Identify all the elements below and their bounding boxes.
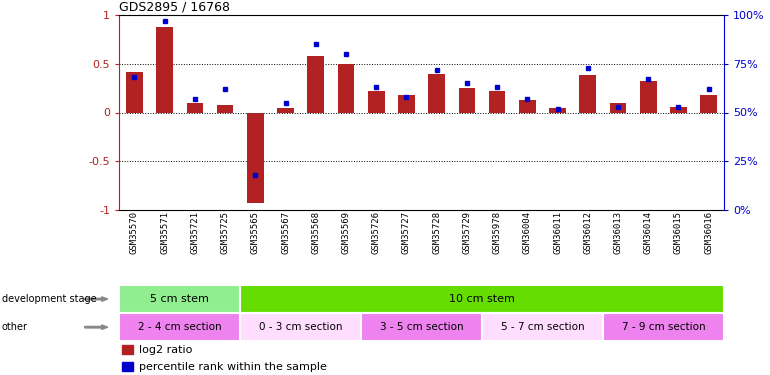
Text: development stage: development stage: [2, 294, 96, 304]
Bar: [640, 81, 657, 112]
Text: 5 cm stem: 5 cm stem: [150, 294, 209, 304]
Bar: [701, 95, 717, 112]
Bar: [670, 106, 687, 112]
Text: 10 cm stem: 10 cm stem: [449, 294, 515, 304]
Bar: [277, 108, 294, 112]
Text: log2 ratio: log2 ratio: [139, 345, 192, 355]
Text: GDS2895 / 16768: GDS2895 / 16768: [119, 1, 230, 14]
Bar: [580, 75, 596, 112]
Text: 3 - 5 cm section: 3 - 5 cm section: [380, 322, 464, 332]
Bar: [119, 313, 240, 341]
Bar: [126, 72, 142, 112]
Bar: [482, 313, 603, 341]
Bar: [368, 91, 384, 112]
Bar: [519, 100, 536, 112]
Bar: [338, 64, 354, 112]
Bar: [240, 313, 361, 341]
Bar: [247, 112, 263, 203]
Bar: [428, 74, 445, 112]
Text: 7 - 9 cm section: 7 - 9 cm section: [621, 322, 705, 332]
Bar: [459, 88, 475, 112]
Text: other: other: [2, 322, 28, 332]
Bar: [122, 345, 133, 354]
Bar: [398, 95, 415, 112]
Bar: [217, 105, 233, 112]
Bar: [549, 108, 566, 112]
Bar: [307, 56, 324, 112]
Text: 2 - 4 cm section: 2 - 4 cm section: [138, 322, 222, 332]
Bar: [361, 313, 482, 341]
Bar: [156, 27, 173, 112]
Text: percentile rank within the sample: percentile rank within the sample: [139, 362, 327, 372]
Bar: [603, 313, 724, 341]
Bar: [122, 362, 133, 370]
Text: 5 - 7 cm section: 5 - 7 cm section: [500, 322, 584, 332]
Bar: [610, 103, 626, 112]
Bar: [119, 285, 240, 313]
Text: 0 - 3 cm section: 0 - 3 cm section: [259, 322, 343, 332]
Bar: [186, 103, 203, 112]
Bar: [489, 91, 505, 112]
Bar: [240, 285, 724, 313]
